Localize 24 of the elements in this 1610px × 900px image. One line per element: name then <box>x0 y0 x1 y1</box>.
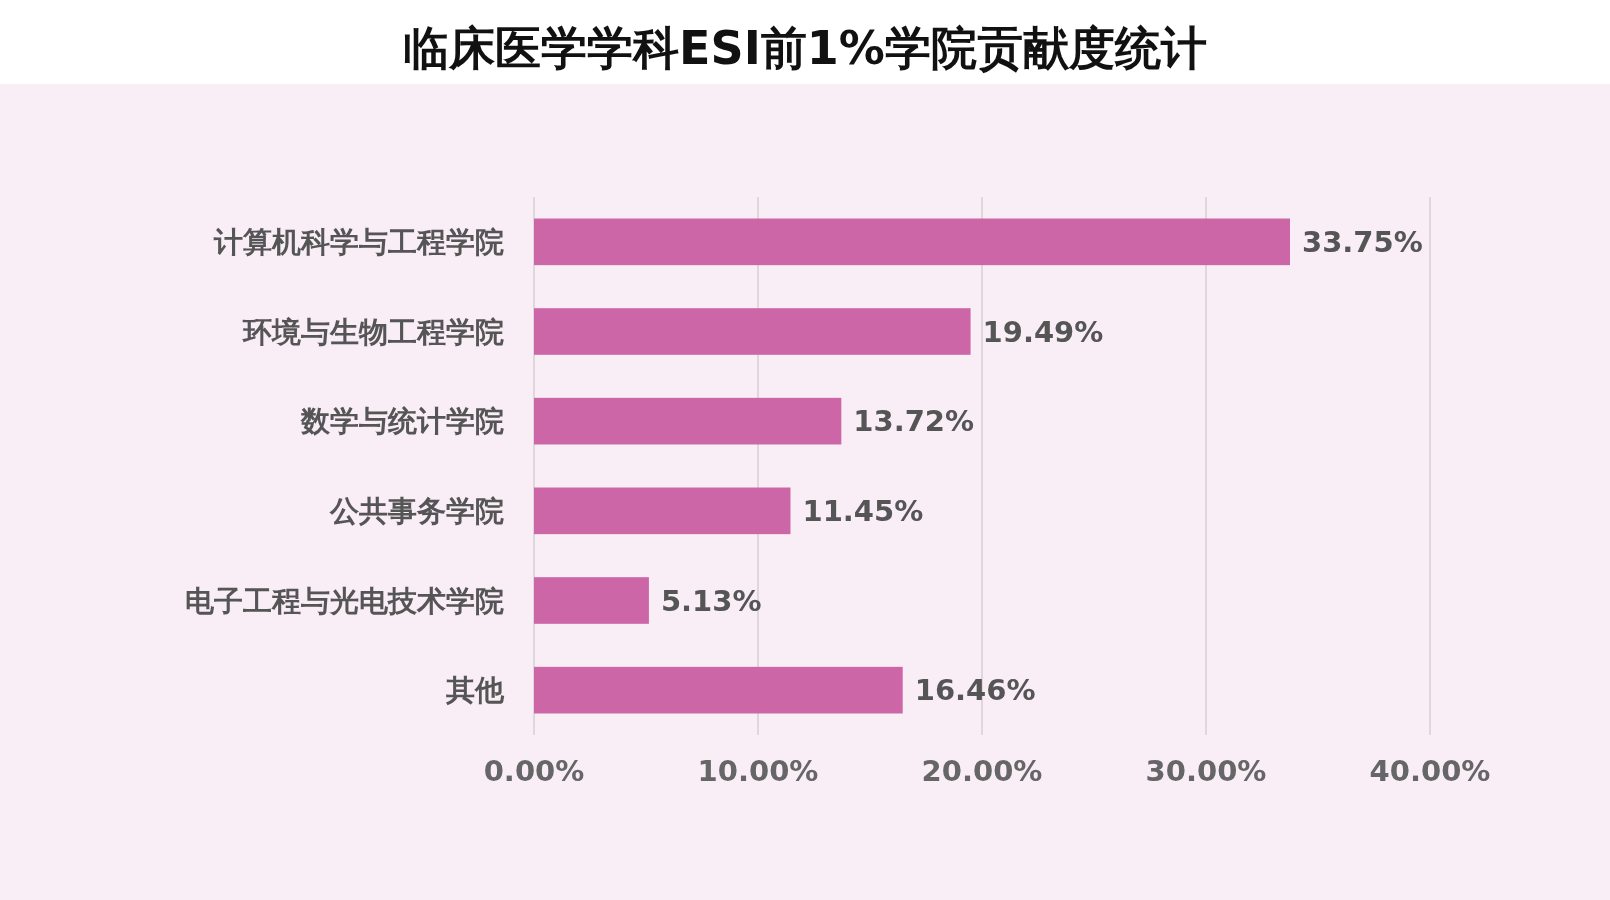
x-tick-label: 30.00% <box>1145 754 1267 788</box>
data-label: 5.13% <box>660 583 762 618</box>
y-tick-label: 其他 <box>445 673 505 708</box>
bar <box>534 308 971 355</box>
data-label: 11.45% <box>802 493 924 528</box>
bar <box>534 666 903 714</box>
data-label: 16.46% <box>914 673 1036 708</box>
x-tick-label: 0.00% <box>483 754 585 788</box>
x-tick-label: 20.00% <box>921 754 1043 788</box>
data-label: 33.75% <box>1302 224 1423 259</box>
data-label: 13.72% <box>853 404 975 439</box>
bar <box>534 397 842 445</box>
y-tick-label: 计算机科学与工程学院 <box>213 224 504 259</box>
x-tick-label: 10.00% <box>697 754 819 788</box>
bar <box>534 218 1290 266</box>
bar <box>534 577 649 624</box>
x-tick-label: 40.00% <box>1369 754 1491 788</box>
y-tick-label: 电子工程与光电技术学院 <box>185 583 504 618</box>
chart-title: 临床医学学科ESI前1%学院贡献度统计 <box>403 21 1207 75</box>
y-tick-label: 数学与统计学院 <box>300 404 504 439</box>
y-tick-label: 公共事务学院 <box>329 493 504 528</box>
y-tick-label: 环境与生物工程学院 <box>242 314 504 349</box>
bar <box>534 487 791 535</box>
data-label: 19.49% <box>982 314 1104 349</box>
